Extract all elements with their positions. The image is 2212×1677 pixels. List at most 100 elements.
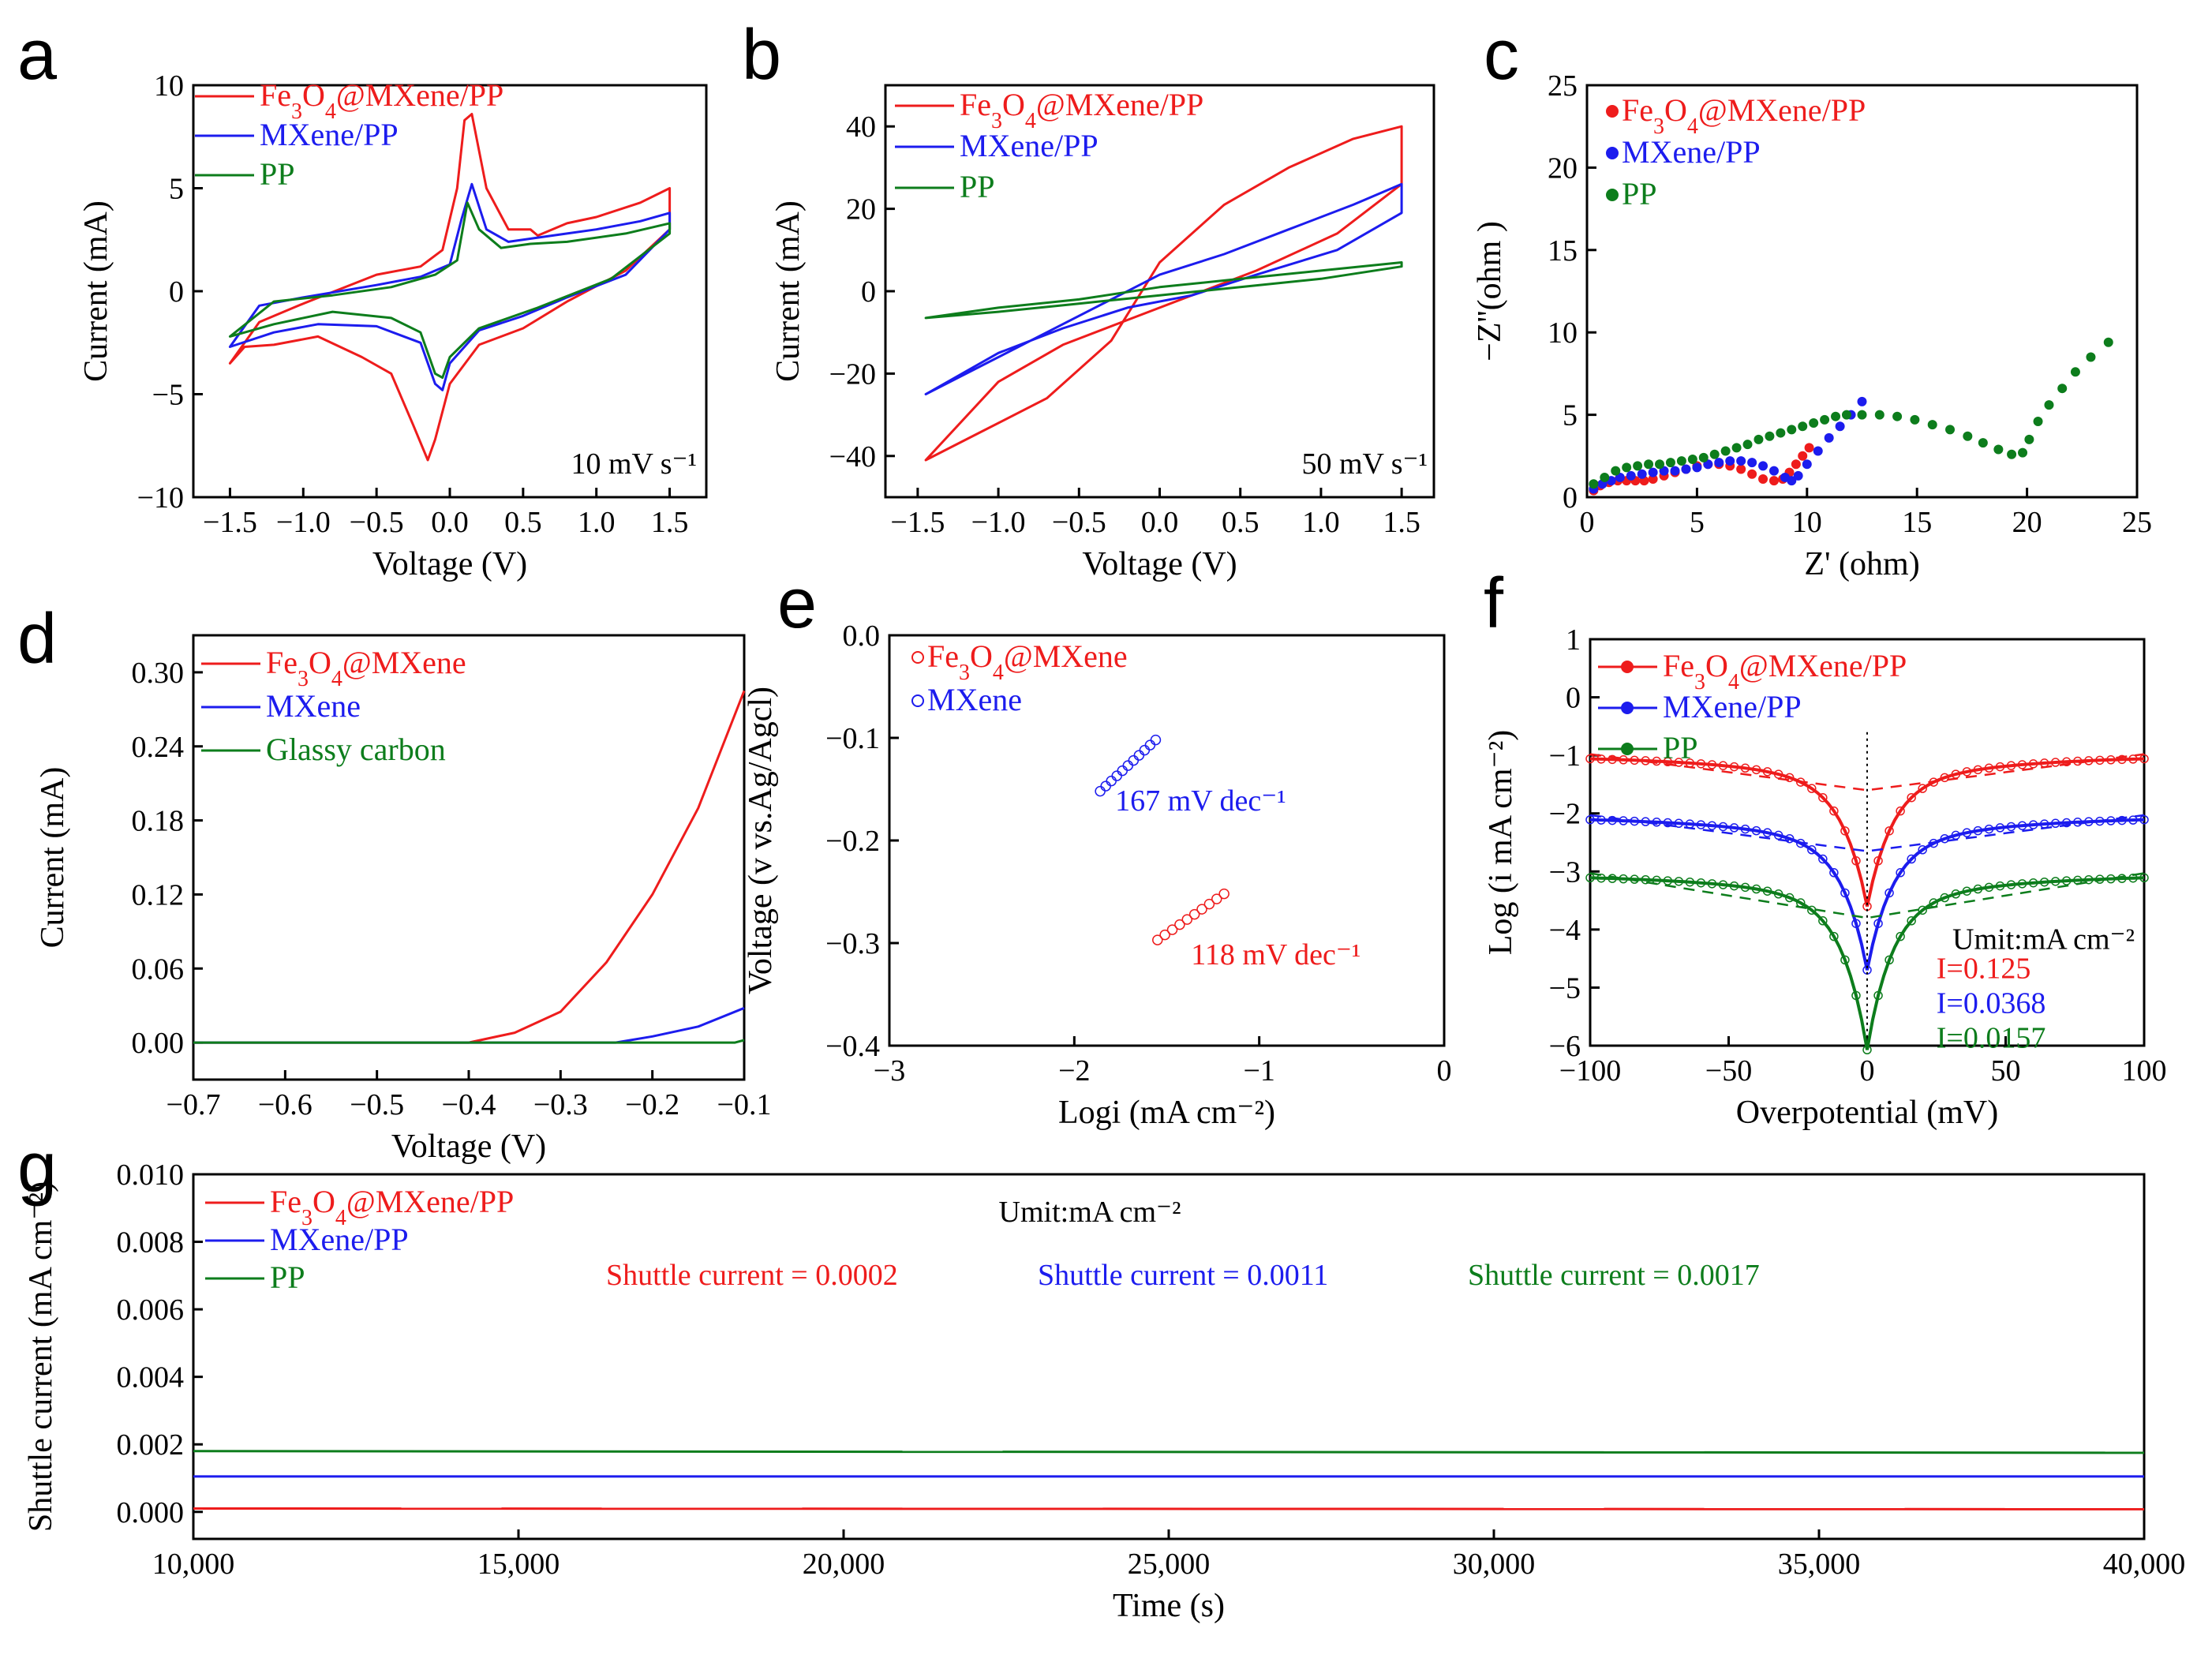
data-point-c xyxy=(1874,410,1885,420)
x-tick-label-g: 40,000 xyxy=(2103,1548,2186,1581)
data-point-f xyxy=(1885,955,1894,965)
data-point-e xyxy=(1166,924,1178,935)
data-point-f xyxy=(1973,765,1983,775)
data-point-f xyxy=(1718,822,1728,832)
data-point-c xyxy=(1857,410,1867,420)
data-point-f xyxy=(1973,884,1983,894)
data-point-f xyxy=(2017,879,2027,889)
data-point-f xyxy=(1674,877,1684,886)
series-line-a xyxy=(228,182,672,391)
x-tick-label-e: 0 xyxy=(1437,1054,1452,1087)
data-point-f xyxy=(1807,784,1817,793)
legend-marker-e xyxy=(911,651,924,664)
data-point-c xyxy=(1804,443,1814,453)
legend-label-d: MXene xyxy=(266,688,361,724)
y-tick-label-g: 0.002 xyxy=(117,1428,185,1462)
series-line-d xyxy=(193,1039,745,1044)
data-point-c xyxy=(2044,400,2054,410)
data-point-e xyxy=(1174,919,1185,930)
exchange-current-label: I=0.0157 xyxy=(1937,1021,2046,1054)
data-point-f xyxy=(1851,856,1861,866)
data-point-f xyxy=(2128,815,2138,825)
data-point-c xyxy=(1720,446,1731,456)
scan-rate-label-b: 50 mV s⁻¹ xyxy=(1301,447,1428,481)
data-point-c xyxy=(1776,428,1786,438)
legend-label-a: MXene/PP xyxy=(260,117,399,152)
data-point-f xyxy=(1663,818,1673,828)
data-point-f xyxy=(2017,821,2027,830)
y-tick-label-f: −4 xyxy=(1549,914,1581,947)
data-point-c xyxy=(1927,420,1937,430)
y-tick-label-g: 0.008 xyxy=(117,1226,185,1260)
data-point-f xyxy=(2050,818,2060,829)
tafel-fit-line xyxy=(1589,753,2145,792)
x-tick-label-a: 1.5 xyxy=(651,506,689,539)
y-axis-label-b: Current (mA) xyxy=(770,200,807,382)
data-point-e xyxy=(1128,754,1140,766)
data-point-f xyxy=(1773,889,1783,899)
data-point-c xyxy=(1798,421,1808,432)
series-line-a xyxy=(228,113,672,462)
data-point-f xyxy=(1674,818,1684,829)
x-tick-label-b: 0.0 xyxy=(1141,506,1179,539)
data-point-f xyxy=(1918,845,1927,855)
data-point-f xyxy=(2006,761,2016,770)
y-tick-label-f: 0 xyxy=(1566,682,1581,715)
data-point-c xyxy=(1768,466,1779,476)
data-point-f xyxy=(1663,757,1673,767)
data-point-e xyxy=(1095,785,1106,797)
data-point-f xyxy=(2073,818,2083,827)
x-tick-label-b: −1.5 xyxy=(890,506,945,539)
y-tick-label-a: −5 xyxy=(152,379,184,412)
series-line-d xyxy=(193,1006,745,1044)
data-point-c xyxy=(1963,431,1973,441)
x-tick-label-g: 35,000 xyxy=(1778,1548,1861,1581)
data-point-f xyxy=(1619,755,1628,765)
y-tick-label-f: −6 xyxy=(1549,1030,1581,1063)
legend-marker-e xyxy=(911,694,924,707)
x-tick-label-a: 1.0 xyxy=(578,506,616,539)
data-point-f xyxy=(1818,854,1828,864)
data-point-f xyxy=(1641,756,1650,766)
data-point-c xyxy=(1644,459,1654,470)
data-point-c xyxy=(1637,469,1647,479)
data-point-c xyxy=(1600,472,1610,482)
x-tick-label-d: −0.1 xyxy=(717,1088,772,1121)
x-tick-label-g: 15,000 xyxy=(477,1548,560,1581)
y-tick-label-e: −0.2 xyxy=(825,825,880,858)
data-point-f xyxy=(1962,767,1972,777)
x-tick-label-a: 0.0 xyxy=(431,506,469,539)
data-point-c xyxy=(2024,434,2034,444)
data-point-f xyxy=(1984,882,1994,893)
data-point-f xyxy=(2139,873,2149,883)
x-tick-label-g: 10,000 xyxy=(152,1548,235,1581)
legend-label-c: PP xyxy=(1622,176,1657,211)
data-point-f xyxy=(2061,757,2072,767)
y-tick-label-d: 0.06 xyxy=(132,953,185,986)
y-tick-label-e: 0.0 xyxy=(843,620,881,653)
data-point-f xyxy=(1862,1045,1872,1055)
data-point-c xyxy=(1791,459,1801,470)
data-point-c xyxy=(1993,444,2004,455)
y-tick-label-b: 20 xyxy=(846,193,876,226)
x-tick-label-b: −0.5 xyxy=(1052,506,1106,539)
x-tick-label-d: −0.7 xyxy=(167,1088,221,1121)
data-point-f xyxy=(1840,826,1850,836)
data-point-c xyxy=(1787,425,1797,435)
legend-label-b: MXene/PP xyxy=(960,128,1099,163)
legend-label-c: Fe3O4@MXene/PP xyxy=(1622,92,1866,139)
series-line-a xyxy=(228,201,672,380)
y-tick-label-c: 10 xyxy=(1548,316,1578,350)
panel-letter-c: c xyxy=(1484,16,1519,95)
data-point-f xyxy=(1729,881,1739,891)
data-point-f xyxy=(1751,884,1761,894)
x-tick-label-g: 25,000 xyxy=(1128,1548,1211,1581)
legend-label-a: Fe3O4@MXene/PP xyxy=(260,77,503,124)
legend-marker-c xyxy=(1606,189,1619,201)
data-point-c xyxy=(1655,459,1665,470)
data-point-c xyxy=(1736,456,1746,466)
data-point-c xyxy=(1768,476,1779,486)
data-point-f xyxy=(1641,874,1650,885)
data-point-c xyxy=(1945,425,1956,435)
